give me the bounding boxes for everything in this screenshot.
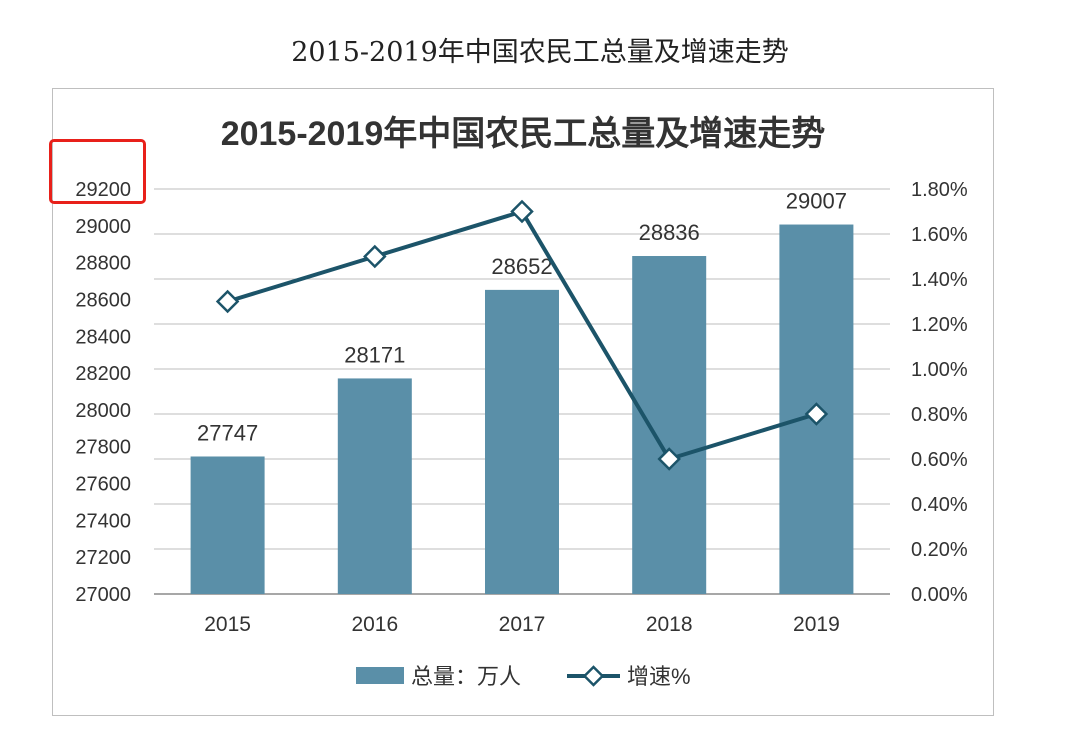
left-axis-ticks: 27000 27200 27400 27600 27800 28000 28200 28400… <box>75 179 131 606</box>
right-axis-tick-label: 1.40% <box>911 269 968 291</box>
bar-data-labels: 27747 28171 28652 28836 29007 <box>197 189 847 446</box>
legend-marker-diamond <box>582 665 605 687</box>
x-axis-ticks: 2015 2016 2017 2018 2019 <box>204 613 840 636</box>
x-axis-tick-label: 2015 <box>204 613 251 636</box>
left-axis-tick-label: 28200 <box>75 363 131 385</box>
left-axis-tick-label: 28400 <box>75 326 131 348</box>
page-title: 2015-2019年中国农民工总量及增速走势 <box>291 37 789 68</box>
right-axis-ticks: 0.00% 0.20% 0.40% 0.60% 0.80% 1.00% 1.20% 1.40%… <box>911 179 968 606</box>
line-series <box>215 199 829 471</box>
right-axis-tick-label: 0.40% <box>911 494 968 516</box>
bar-data-label: 28171 <box>344 342 405 367</box>
line-marker <box>215 289 240 314</box>
bar-data-label: 28836 <box>639 220 700 245</box>
right-axis-tick-label: 1.60% <box>911 224 968 246</box>
bar-data-label: 27747 <box>197 420 258 445</box>
x-axis-tick-label: 2016 <box>351 613 398 636</box>
right-axis-tick-label: 0.80% <box>911 404 968 426</box>
gridlines <box>154 188 890 595</box>
left-axis-tick-label: 28800 <box>75 253 131 275</box>
right-axis-tick-label: 1.20% <box>911 314 968 336</box>
right-axis-tick-label: 0.60% <box>911 449 968 471</box>
bar <box>485 289 559 594</box>
line-marker <box>804 402 829 426</box>
bar <box>632 256 707 594</box>
legend-swatch-bar <box>356 667 404 684</box>
left-axis-tick-label: 28000 <box>75 400 131 422</box>
bar-data-label: 28652 <box>491 254 552 279</box>
bar-series <box>190 224 854 594</box>
left-axis-tick-label: 27000 <box>75 584 131 606</box>
x-axis-tick-label: 2017 <box>499 613 546 636</box>
line-marker <box>657 447 681 471</box>
line-marker <box>363 244 387 269</box>
left-axis-tick-label: 27200 <box>75 547 131 569</box>
left-axis-tick-label: 27400 <box>75 510 131 532</box>
line-marker <box>510 199 534 224</box>
right-axis-tick-label: 0.00% <box>911 584 968 606</box>
left-axis-tick-label: 29000 <box>75 216 131 238</box>
highlight-box <box>49 139 146 204</box>
bar <box>190 456 265 594</box>
left-axis-tick-label: 28600 <box>75 289 131 311</box>
chart-title: 2015-2019年中国农民工总量及增速走势 <box>221 115 826 153</box>
legend: 总量：万人 增速% <box>356 664 691 689</box>
x-axis-tick-label: 2019 <box>793 613 840 636</box>
bar <box>337 378 412 594</box>
right-axis-tick-label: 1.80% <box>911 179 968 201</box>
chart-frame <box>52 88 994 716</box>
right-axis-tick-label: 1.00% <box>911 359 968 381</box>
right-axis-tick-label: 0.20% <box>911 539 968 561</box>
x-axis-tick-label: 2018 <box>646 613 693 636</box>
left-axis-tick-label: 27800 <box>75 437 131 459</box>
bar-data-label: 29007 <box>786 189 847 214</box>
left-axis-tick-label: 27600 <box>75 474 131 496</box>
legend-label-bar: 总量：万人 <box>411 664 521 689</box>
left-axis-tick-label: 29200 <box>75 179 131 201</box>
legend-label-line: 增速% <box>627 664 691 689</box>
